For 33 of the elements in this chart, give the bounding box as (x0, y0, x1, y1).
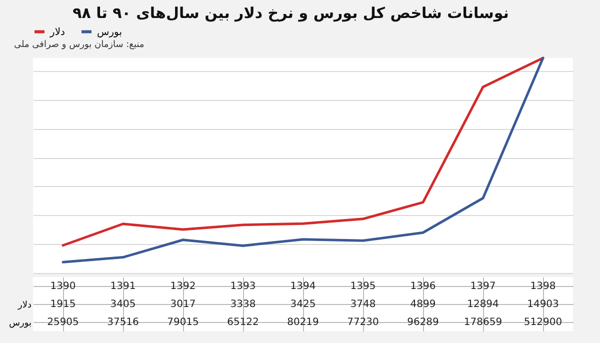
text: بورس (9, 318, 32, 328)
chart-title: نوسانات شاخص کل بورس و نرخ دلار بین سال‌های ۹۰ تا ۹۸ (72, 4, 509, 22)
data-label: 3425 (290, 299, 316, 310)
data-label: 80219 (287, 317, 319, 328)
text: دلار (18, 300, 32, 310)
x-tick-label: 1394 (290, 281, 316, 292)
data-label: 12894 (467, 299, 499, 310)
x-tick-label: 1392 (170, 281, 196, 292)
legend-label: بورس (97, 26, 122, 38)
data-label: 3405 (110, 299, 136, 310)
data-label: 25905 (47, 317, 79, 328)
x-tick-label: 1395 (350, 281, 376, 292)
data-label: 65122 (227, 317, 259, 328)
x-tick-label: 1396 (410, 281, 436, 292)
x-tick-label: 1390 (50, 281, 76, 292)
data-label: 14903 (527, 299, 559, 310)
data-label: 77230 (347, 317, 379, 328)
data-label: 4899 (410, 299, 436, 310)
data-label: 512900 (524, 317, 562, 328)
legend-label: دلار (49, 26, 65, 38)
data-label: 37516 (107, 317, 139, 328)
data-label: 3338 (230, 299, 256, 310)
data-label: 1915 (50, 299, 76, 310)
data-label: 79015 (167, 317, 199, 328)
data-label: 3017 (170, 299, 196, 310)
data-label: 3748 (350, 299, 376, 310)
source-note: منبع: سازمان بورس و صرافی ملی (14, 40, 144, 50)
x-tick-label: 1391 (110, 281, 136, 292)
x-tick-label: 1393 (230, 281, 256, 292)
data-label: 96289 (407, 317, 439, 328)
data-label: 178659 (464, 317, 502, 328)
x-tick-label: 1398 (530, 281, 556, 292)
x-tick-label: 1397 (470, 281, 496, 292)
